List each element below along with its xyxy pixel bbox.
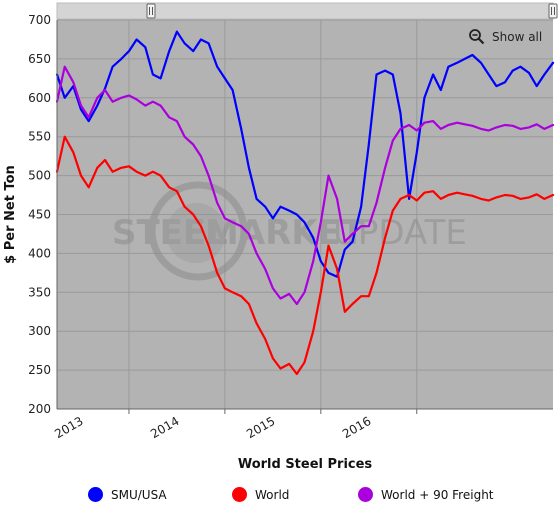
x-tick-label: 2013 [52,414,85,441]
y-tick-label: 550 [28,130,51,144]
y-tick-label: 400 [28,246,51,260]
y-tick-label: 650 [28,52,51,66]
legend: SMU/USA World World + 90 Freight [0,487,560,507]
legend-item-smu-usa[interactable]: SMU/USA [88,487,167,502]
x-tick-label: 2014 [148,414,181,441]
show-all-label: Show all [492,30,543,44]
range-handle-icon [548,3,558,19]
range-handle-icon [146,3,156,19]
range-handle-left[interactable] [146,3,156,19]
y-tick-label: 350 [28,285,51,299]
y-tick-label: 250 [28,363,51,377]
series-line-world [55,135,555,376]
zoom-out-magnifier-icon [468,28,486,46]
x-tick-label: 2015 [244,414,277,441]
show-all-button[interactable]: Show all [468,28,542,46]
range-handle-right[interactable] [548,3,558,19]
legend-swatch-world [232,487,247,502]
y-tick-label: 300 [28,324,51,338]
legend-item-world-90-freight[interactable]: World + 90 Freight [358,487,494,502]
x-axis-title: World Steel Prices [238,457,373,472]
legend-label-smu: SMU/USA [111,487,167,502]
y-tick-label: 600 [28,91,51,105]
legend-label-world: World [255,487,290,502]
y-tick-label: 450 [28,208,51,222]
x-tick-label: 2016 [340,414,373,441]
legend-item-world[interactable]: World [232,487,289,502]
legend-label-world90: World + 90 Freight [381,487,494,502]
logo-disc [166,203,226,263]
logo-ring [148,181,248,281]
y-axis-title: $ Per Net Ton [3,165,18,264]
logo-word-market: MARKET [205,213,365,253]
y-tick-label: 700 [28,13,51,27]
series-line-smu-usa [55,30,555,278]
y-tick-label: 500 [28,169,51,183]
range-navigator[interactable] [56,2,554,20]
y-tick-label: 200 [28,402,51,416]
series-line-world-90-freight [55,65,555,306]
legend-swatch-smu [88,487,103,502]
legend-swatch-world90 [358,487,373,502]
